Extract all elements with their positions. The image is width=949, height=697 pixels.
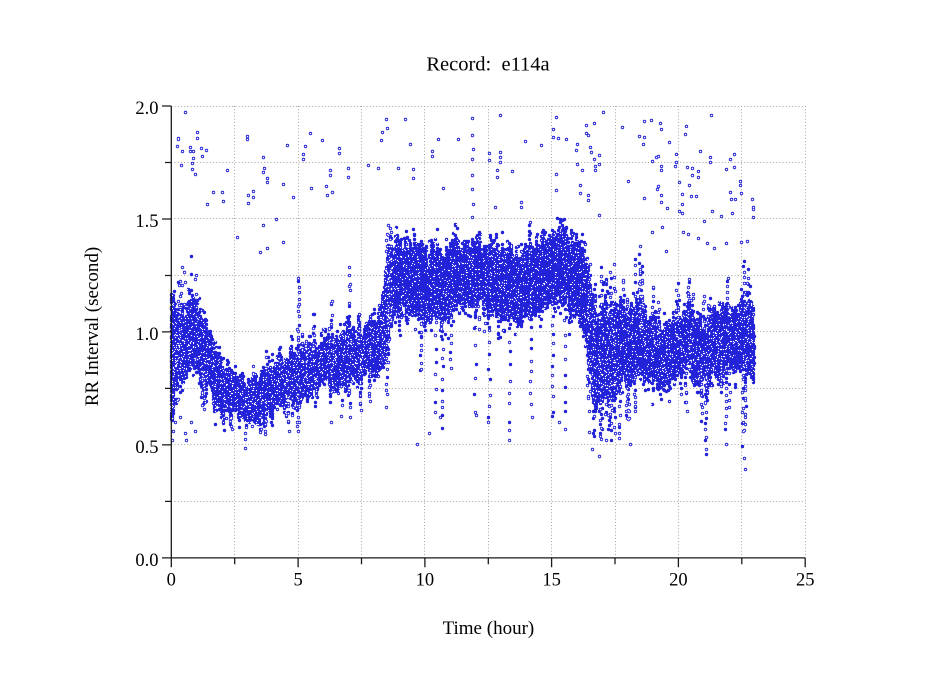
svg-text:20: 20 (669, 571, 688, 591)
svg-text:Record: e114a: Record: e114a (426, 54, 549, 76)
svg-text:1.0: 1.0 (135, 325, 158, 345)
svg-text:0: 0 (167, 571, 176, 591)
svg-text:15: 15 (542, 571, 561, 591)
svg-text:10: 10 (416, 571, 435, 591)
svg-text:1.5: 1.5 (135, 212, 158, 232)
svg-text:0.0: 0.0 (135, 551, 158, 571)
svg-text:2.0: 2.0 (135, 99, 158, 119)
svg-text:25: 25 (796, 571, 815, 591)
svg-text:5: 5 (293, 571, 302, 591)
svg-text:Time (hour): Time (hour) (443, 618, 535, 639)
svg-text:RR Interval (second): RR Interval (second) (82, 247, 103, 406)
svg-text:0.5: 0.5 (135, 438, 158, 458)
